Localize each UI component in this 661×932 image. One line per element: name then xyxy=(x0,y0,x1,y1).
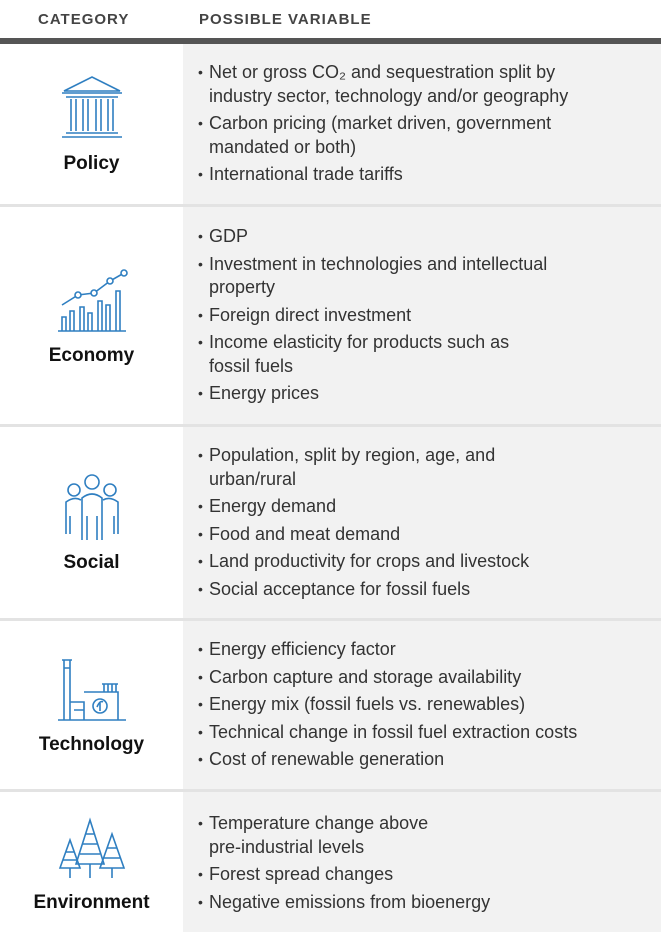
variable-item: Foreign direct investment xyxy=(198,304,661,328)
header-category: CATEGORY xyxy=(38,10,130,28)
variable-cell: Population, split by region, age, and urb… xyxy=(183,427,661,618)
variable-text: fossil fuels xyxy=(209,355,294,376)
variable-text: mandated or both) xyxy=(209,136,357,157)
variable-text: Carbon pricing (market driven, governmen… xyxy=(209,113,552,134)
variable-item: Investment in technologies and intellect… xyxy=(198,253,661,300)
variable-text: industry sector, technology and/or geogr… xyxy=(209,85,569,106)
variable-item: Energy demand xyxy=(198,495,661,519)
variable-text: Energy efficiency factor xyxy=(209,639,396,660)
environment-icon xyxy=(58,817,125,878)
category-cell: Economy xyxy=(0,207,183,424)
variable-text: Carbon capture and storage availability xyxy=(209,666,522,687)
variable-text: Cost of renewable generation xyxy=(209,749,445,770)
variable-text: Land productivity for crops and livestoc… xyxy=(209,551,530,571)
variable-text: Technical change in fossil fuel extracti… xyxy=(209,721,578,742)
header-rule xyxy=(0,38,661,44)
variable-item: Social acceptance for fossil fuels xyxy=(198,578,661,602)
category-label: Environment xyxy=(33,892,150,913)
category-cell: Technology xyxy=(0,621,183,789)
economy-icon xyxy=(57,268,128,332)
variable-cell: Energy efficiency factor Carbon capture a… xyxy=(183,621,661,789)
variable-cell: Net or gross CO₂ and sequestration split… xyxy=(183,44,661,204)
variable-text: Food and meat demand xyxy=(209,523,401,544)
variable-text: pre-industrial levels xyxy=(209,836,365,857)
variable-item: Negative emissions from bioenergy xyxy=(198,891,661,915)
variable-item: Land productivity for crops and livestoc… xyxy=(198,550,661,574)
table-body: Policy Net or gross CO₂ and sequestratio… xyxy=(0,44,661,932)
variable-text: Net or gross CO₂ and sequestration split… xyxy=(209,62,556,83)
table-header: CATEGORY POSSIBLE VARIABLE xyxy=(0,0,661,38)
variable-text: Income elasticity for products such as xyxy=(209,332,510,353)
header-variable: POSSIBLE VARIABLE xyxy=(199,10,372,28)
variable-item: Technical change in fossil fuel extracti… xyxy=(198,721,661,745)
variable-text: property xyxy=(209,277,276,298)
variable-text: GDP xyxy=(209,226,249,247)
variable-item: Energy mix (fossil fuels vs. renewables) xyxy=(198,693,661,717)
row: Policy Net or gross CO₂ and sequestratio… xyxy=(0,44,661,204)
policy-icon xyxy=(61,76,122,138)
variable-item: Carbon capture and storage availability xyxy=(198,666,661,690)
variable-text: Investment in technologies and intellect… xyxy=(209,253,548,274)
variable-text: Energy demand xyxy=(209,496,337,516)
variable-text: Population, split by region, age, and xyxy=(209,445,496,465)
category-label: Policy xyxy=(63,153,120,174)
variable-text: Foreign direct investment xyxy=(209,304,412,325)
row: Environment Temperature change above pre-… xyxy=(0,789,661,932)
variable-text: International trade tariffs xyxy=(209,164,403,185)
category-cell: Environment xyxy=(0,792,183,932)
variable-text: Temperature change above xyxy=(209,813,429,833)
category-label: Technology xyxy=(38,734,145,755)
variable-cell: GDP Investment in technologies and intell… xyxy=(183,207,661,424)
variable-item: Food and meat demand xyxy=(198,523,661,547)
variable-text: urban/rural xyxy=(209,468,297,489)
social-icon xyxy=(64,473,119,540)
variable-item: Cost of renewable generation xyxy=(198,748,661,772)
variable-text: Energy prices xyxy=(209,383,320,404)
technology-icon xyxy=(57,659,126,721)
variable-item: Net or gross CO₂ and sequestration split… xyxy=(198,61,661,108)
variable-text: Energy mix (fossil fuels vs. renewables) xyxy=(209,694,526,715)
variable-text: Negative emissions from bioenergy xyxy=(209,891,491,912)
category-label: Social xyxy=(63,551,120,573)
category-cell: Policy xyxy=(0,44,183,204)
variable-item: Temperature change above pre-industrial l… xyxy=(198,812,661,859)
variable-text: Forest spread changes xyxy=(209,864,394,884)
row: Technology Energy efficiency factor Carbo… xyxy=(0,618,661,789)
category-label: Economy xyxy=(48,344,135,366)
variable-item: Income elasticity for products such asfo… xyxy=(198,331,661,378)
category-cell: Social xyxy=(0,427,183,618)
variable-text: Social acceptance for fossil fuels xyxy=(209,578,471,599)
variable-item: Population, split by region, age, and urb… xyxy=(198,444,661,491)
variable-item: Carbon pricing (market driven, governmen… xyxy=(198,112,661,159)
variable-cell: Temperature change above pre-industrial l… xyxy=(183,792,661,932)
row: Economy GDP Investment in technologies an… xyxy=(0,204,661,424)
variable-item: GDP xyxy=(198,225,661,249)
variable-item: Forest spread changes xyxy=(198,863,661,887)
variable-item: International trade tariffs xyxy=(198,163,661,187)
variable-item: Energy prices xyxy=(198,382,661,406)
row: Social Population, split by region, age,… xyxy=(0,424,661,618)
variable-item: Energy efficiency factor xyxy=(198,638,661,662)
